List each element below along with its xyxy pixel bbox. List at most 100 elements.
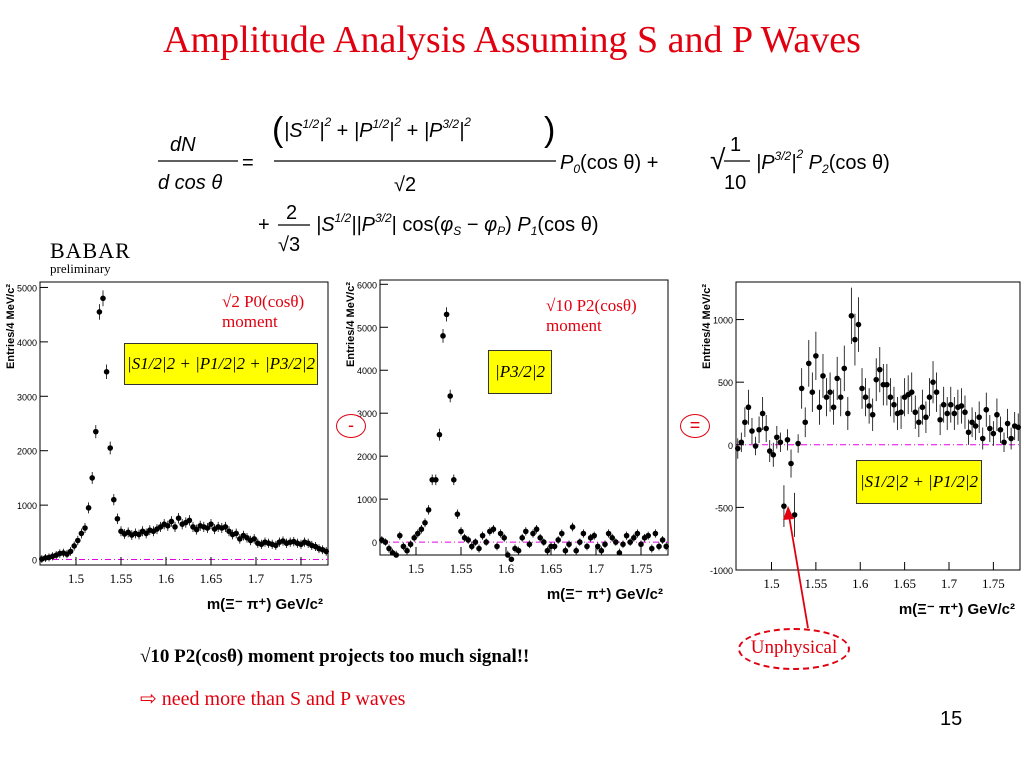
data-marker <box>830 404 837 411</box>
data-point <box>805 340 812 387</box>
data-point <box>400 542 407 551</box>
data-point <box>451 474 457 486</box>
y-tick-label: 6000 <box>357 280 377 290</box>
data-marker <box>820 373 826 379</box>
data-marker <box>472 539 479 545</box>
data-point <box>990 421 997 446</box>
data-point <box>233 528 239 539</box>
data-point <box>656 542 662 551</box>
panel2-moment-label-line1: √10 P2(cosθ) <box>546 296 637 315</box>
data-point <box>96 304 103 320</box>
data-marker <box>382 539 389 545</box>
data-marker <box>605 530 612 537</box>
x-tick-label: 1.65 <box>893 576 916 591</box>
data-marker <box>659 537 666 543</box>
data-point <box>816 389 823 425</box>
data-point <box>569 522 576 532</box>
data-point <box>382 538 389 546</box>
data-point <box>497 529 504 538</box>
data-marker <box>447 393 453 399</box>
data-marker <box>584 543 590 550</box>
data-marker <box>483 539 489 545</box>
data-point <box>841 345 848 392</box>
data-point <box>774 425 780 449</box>
data-marker <box>766 448 773 454</box>
data-point <box>407 540 414 549</box>
data-marker <box>866 403 872 409</box>
x-tick-label: 1.65 <box>200 571 223 586</box>
data-marker <box>580 530 587 537</box>
data-point <box>172 521 178 532</box>
data-point <box>100 290 106 307</box>
data-point <box>533 524 540 534</box>
data-point <box>186 515 193 526</box>
data-point <box>237 534 243 544</box>
data-point <box>490 524 497 534</box>
y-tick-label: 500 <box>718 378 733 388</box>
data-point <box>852 313 858 366</box>
data-point <box>997 416 1004 444</box>
x-tick-label: 1.75 <box>290 571 313 586</box>
data-marker <box>418 526 425 533</box>
data-point <box>944 397 951 430</box>
data-point <box>645 531 651 540</box>
y-tick-label: 5000 <box>357 323 377 333</box>
y-tick-label: 3000 <box>17 392 37 402</box>
data-point <box>476 544 482 553</box>
data-point <box>584 542 590 551</box>
data-point <box>926 378 933 417</box>
data-point <box>443 307 450 322</box>
data-marker <box>784 436 791 443</box>
data-point <box>433 474 439 486</box>
data-point <box>834 356 840 400</box>
data-point <box>781 485 787 528</box>
data-marker <box>404 547 410 554</box>
data-marker <box>222 524 229 530</box>
data-point <box>809 372 816 412</box>
data-marker <box>613 539 619 545</box>
data-point <box>454 509 461 519</box>
eq-lhs-den: d cos θ <box>158 172 222 194</box>
data-marker <box>598 547 605 554</box>
data-marker <box>251 536 257 542</box>
data-point <box>193 524 200 535</box>
x-tick-label: 1.55 <box>450 561 473 576</box>
data-point <box>752 436 759 456</box>
data-point <box>969 407 975 438</box>
data-marker <box>415 530 421 537</box>
data-marker <box>569 524 576 530</box>
eq-lhs-num: dN <box>170 134 196 156</box>
data-marker <box>623 532 630 539</box>
data-marker <box>595 543 601 550</box>
data-point <box>505 550 511 558</box>
y-axis-label: Entries/4 MeV/c² <box>345 282 357 367</box>
data-marker <box>997 426 1004 433</box>
minus-sign: - <box>336 414 366 438</box>
x-tick-label: 1.5 <box>763 576 779 591</box>
data-point <box>440 328 446 343</box>
data-point <box>912 395 919 429</box>
data-point <box>866 388 872 424</box>
data-point <box>820 354 826 398</box>
data-marker <box>852 336 858 343</box>
data-point <box>605 529 612 538</box>
data-point <box>813 331 819 381</box>
data-point <box>887 378 894 417</box>
data-marker <box>541 539 547 545</box>
page-number: 15 <box>940 708 963 730</box>
data-point <box>734 438 741 459</box>
y-tick-label: 4000 <box>17 338 37 348</box>
data-marker <box>937 416 943 423</box>
panel1-moment-label-line2: moment <box>222 312 278 331</box>
data-point <box>845 397 851 430</box>
data-point <box>1001 432 1007 453</box>
data-marker <box>573 547 579 554</box>
data-point <box>972 411 979 441</box>
equation-graphic: dN d cos θ = ( |S1/2|2 + |P1/2|2 + |P3/2… <box>158 111 890 256</box>
data-marker <box>631 535 637 541</box>
data-point <box>869 398 876 431</box>
data-marker <box>745 404 752 411</box>
data-marker <box>869 411 876 418</box>
data-point <box>598 546 605 555</box>
x-tick-label: 1.7 <box>588 561 605 576</box>
